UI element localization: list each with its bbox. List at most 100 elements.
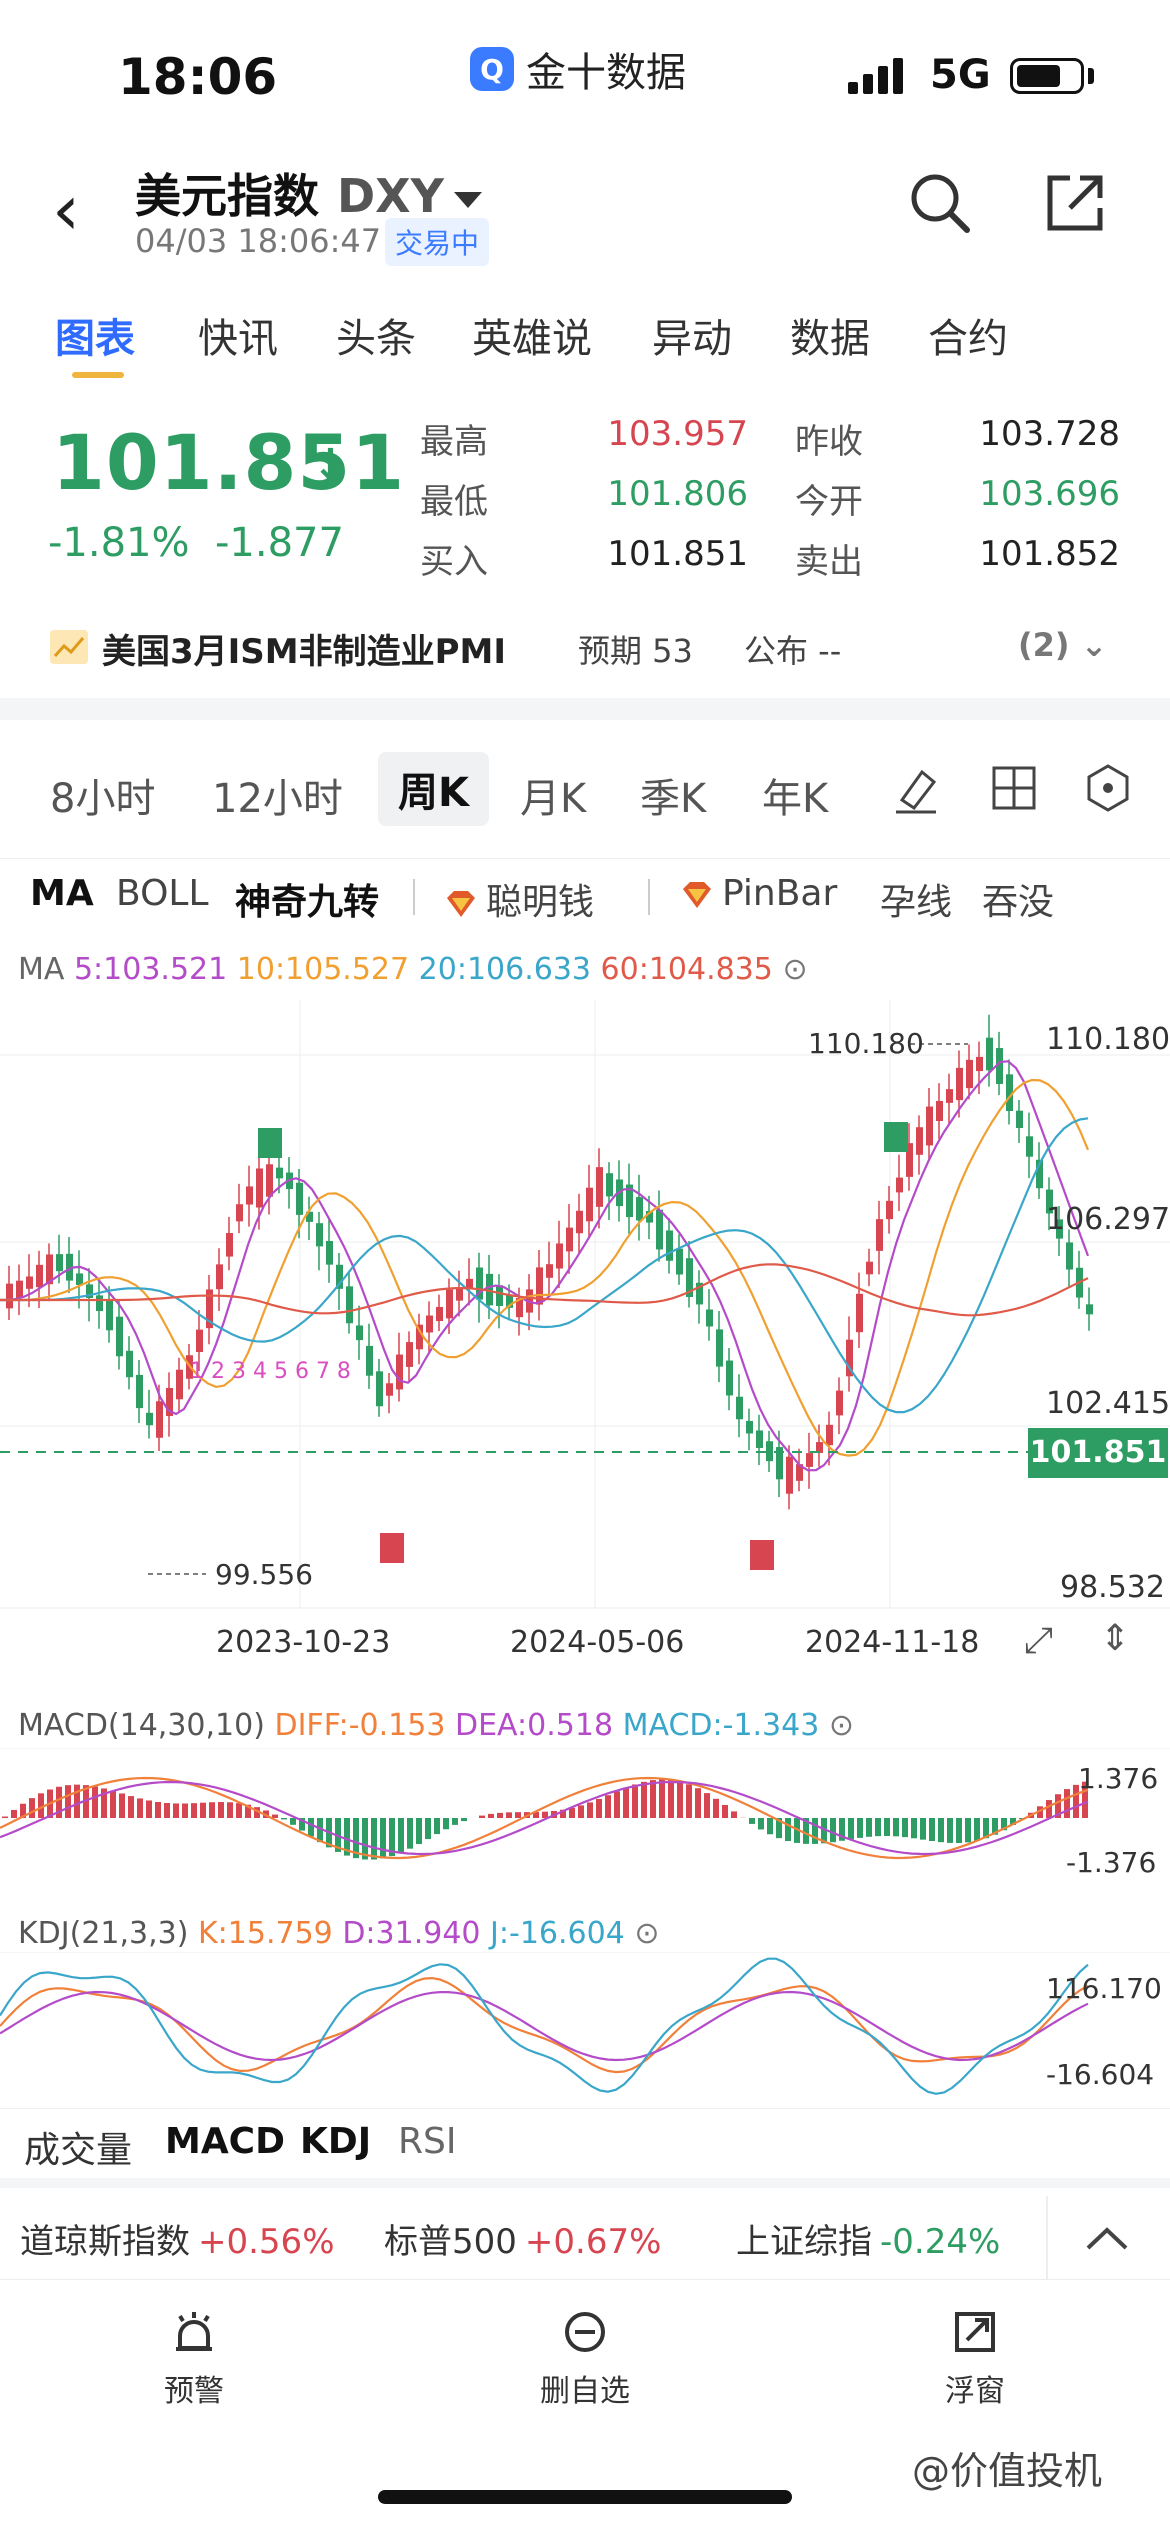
settings-hex-icon[interactable] <box>1080 760 1136 816</box>
tab-data[interactable]: 数据 <box>790 316 870 362</box>
divider <box>0 2178 1170 2188</box>
macd-bar <box>92 1786 98 1818</box>
candle-body <box>876 1219 883 1251</box>
indicator-engulfing[interactable]: 吞没 <box>982 882 1055 923</box>
quote-datetime: 04/03 18:06:47 <box>135 222 382 260</box>
macd-bar <box>587 1802 593 1818</box>
macd-bar <box>380 1818 386 1859</box>
candlestick-chart[interactable]: 1 2 3 4 5 6 7 8 8 <box>0 1000 1170 1620</box>
macd-bar <box>389 1818 395 1857</box>
macd-bar <box>866 1818 872 1837</box>
candle-body <box>846 1339 853 1377</box>
tab-contract[interactable]: 合约 <box>928 316 1008 362</box>
ma10-value: 10:105.527 <box>236 952 410 987</box>
kdj-chart[interactable] <box>0 1952 1170 2100</box>
period-year[interactable]: 年K <box>762 776 829 822</box>
ma5-value: 5:103.521 <box>73 952 228 987</box>
macd-bar <box>182 1803 188 1818</box>
home-indicator[interactable] <box>378 2490 792 2504</box>
macd-bar <box>812 1818 818 1844</box>
diamond-icon <box>447 891 475 917</box>
chevron-up-icon[interactable] <box>1084 2218 1130 2258</box>
macd-bar <box>317 1818 323 1843</box>
macd-bar <box>893 1818 899 1837</box>
tab-kdj[interactable]: KDJ <box>300 2121 372 2162</box>
current-price: 101.851 <box>52 418 406 507</box>
candle-body <box>696 1282 703 1305</box>
share-icon[interactable] <box>1040 168 1110 238</box>
tab-movers[interactable]: 异动 <box>652 316 732 362</box>
info-icon[interactable]: ⊙ <box>782 952 808 987</box>
jin10-logo-icon: Q <box>470 47 514 91</box>
page-title[interactable]: 美元指数 DXY <box>135 160 482 226</box>
macd-chart[interactable] <box>0 1748 1170 1888</box>
macd-bar <box>443 1818 449 1830</box>
macd-bar <box>542 1811 548 1818</box>
period-8h[interactable]: 8小时 <box>50 776 156 822</box>
info-icon[interactable]: ⊙ <box>828 1708 855 1743</box>
candle-body <box>136 1374 143 1409</box>
candle-body <box>276 1167 283 1179</box>
indicator-boll[interactable]: BOLL <box>116 873 209 914</box>
candle-body <box>956 1067 963 1101</box>
divider <box>413 879 415 915</box>
macd-bar <box>290 1818 296 1825</box>
candle-body <box>16 1280 23 1298</box>
event-title[interactable]: 美国3月ISM非制造业PMI <box>102 632 507 672</box>
candle-body <box>86 1284 93 1299</box>
alert-button[interactable]: 预警 <box>94 2310 294 2410</box>
period-month[interactable]: 月K <box>520 776 587 822</box>
period-week[interactable]: 周K <box>378 752 489 826</box>
tab-headlines[interactable]: 头条 <box>336 316 416 362</box>
candle-body <box>326 1240 333 1265</box>
period-quarter[interactable]: 季K <box>640 776 707 822</box>
open-value: 103.696 <box>979 474 1120 514</box>
tab-flash[interactable]: 快讯 <box>198 316 278 362</box>
divider <box>0 698 1170 720</box>
indicator-magic9[interactable]: 神奇九转 <box>235 882 380 923</box>
candle-body <box>996 1048 1003 1084</box>
tab-rsi[interactable]: RSI <box>398 2121 457 2162</box>
app-badge: Q 金十数据 <box>470 40 686 98</box>
expand-icon[interactable]: ⤢ <box>1024 1620 1053 1661</box>
candle-body <box>486 1273 493 1306</box>
candle-body <box>746 1420 753 1434</box>
candle-body <box>346 1286 353 1324</box>
float-window-button[interactable]: 浮窗 <box>875 2310 1075 2410</box>
macd-bar <box>569 1807 575 1818</box>
candle-body <box>106 1300 113 1331</box>
search-icon[interactable] <box>905 168 975 238</box>
candle-body <box>366 1345 373 1376</box>
indicator-smart-money[interactable]: 聪明钱 <box>444 873 594 925</box>
candle-body <box>916 1127 923 1155</box>
tab-macd[interactable]: MACD <box>165 2121 285 2162</box>
ma10-line <box>0 1078 1090 1457</box>
candle-body <box>156 1401 163 1438</box>
macd-bar <box>695 1788 701 1818</box>
candle-body <box>1046 1189 1053 1214</box>
ticker-item[interactable]: 上证综指 -0.24% <box>736 2214 1000 2263</box>
event-count[interactable]: (2) ⌄ <box>1018 626 1107 664</box>
back-icon[interactable]: ‹ <box>52 169 80 251</box>
status-badge: 交易中 <box>385 218 490 266</box>
ticker-item[interactable]: 道琼斯指数 +0.56% <box>20 2214 335 2263</box>
macd-bar <box>848 1818 854 1840</box>
tab-heroes[interactable]: 英雄说 <box>472 316 592 362</box>
remove-favorite-button[interactable]: 删自选 <box>485 2310 685 2410</box>
layout-grid-icon[interactable] <box>986 760 1042 816</box>
indicator-harami[interactable]: 孕线 <box>880 882 953 923</box>
drawing-tool-icon[interactable] <box>888 760 944 816</box>
tab-volume[interactable]: 成交量 <box>24 2130 133 2171</box>
indicator-pinbar[interactable]: PinBar <box>680 873 837 914</box>
candle-body <box>476 1267 483 1300</box>
vertical-scale-icon[interactable]: ⇕ <box>1100 1618 1131 1659</box>
macd-bar <box>776 1818 782 1839</box>
macd-bar <box>767 1818 773 1835</box>
ticker-item[interactable]: 标普500 +0.67% <box>384 2214 661 2263</box>
indicator-ma[interactable]: MA <box>30 873 94 914</box>
ma-lines <box>0 1060 1090 1472</box>
candle-body <box>236 1204 243 1222</box>
tab-chart[interactable]: 图表 <box>55 316 135 362</box>
period-12h[interactable]: 12小时 <box>212 776 343 822</box>
info-icon[interactable]: ⊙ <box>634 1916 660 1951</box>
